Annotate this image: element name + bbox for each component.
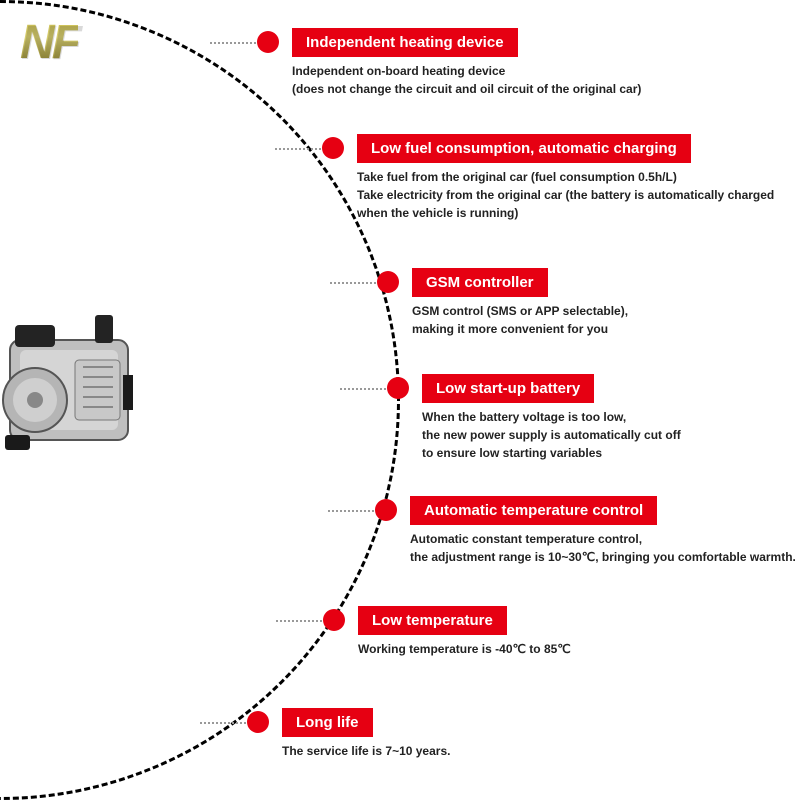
bullet-icon xyxy=(387,377,409,399)
connector-dots xyxy=(276,620,330,622)
product-image xyxy=(0,290,170,490)
connector-dots xyxy=(330,282,384,284)
feature-description: GSM control (SMS or APP selectable),maki… xyxy=(412,302,628,338)
feature-title: Long life xyxy=(282,708,373,737)
bullet-icon xyxy=(375,499,397,521)
feature-description: The service life is 7~10 years. xyxy=(282,742,450,760)
feature-description: When the battery voltage is too low,the … xyxy=(422,408,681,462)
feature-title: Independent heating device xyxy=(292,28,518,57)
connector-dots xyxy=(200,722,254,724)
feature-description: Independent on-board heating device(does… xyxy=(292,62,641,98)
bullet-icon xyxy=(322,137,344,159)
feature-title: Low temperature xyxy=(358,606,507,635)
feature-title: Low start-up battery xyxy=(422,374,594,403)
bullet-icon xyxy=(247,711,269,733)
connector-dots xyxy=(328,510,382,512)
bullet-icon xyxy=(257,31,279,53)
bullet-icon xyxy=(377,271,399,293)
feature-title: GSM controller xyxy=(412,268,548,297)
feature-description: Working temperature is -40℃ to 85℃ xyxy=(358,640,571,658)
connector-dots xyxy=(275,148,329,150)
feature-title: Automatic temperature control xyxy=(410,496,657,525)
bullet-icon xyxy=(323,609,345,631)
connector-dots xyxy=(210,42,264,44)
feature-title: Low fuel consumption, automatic charging xyxy=(357,134,691,163)
feature-description: Automatic constant temperature control,t… xyxy=(410,530,796,566)
feature-description: Take fuel from the original car (fuel co… xyxy=(357,168,774,222)
connector-dots xyxy=(340,388,394,390)
heater-device-icon xyxy=(0,305,165,475)
